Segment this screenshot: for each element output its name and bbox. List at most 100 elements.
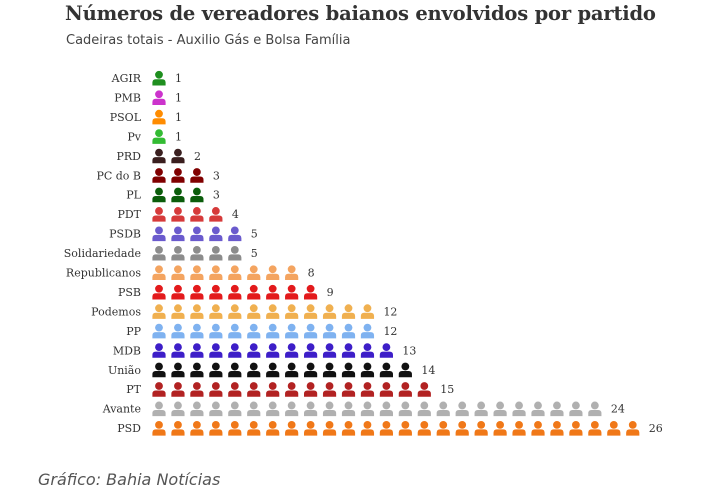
person-icon <box>398 401 412 417</box>
category-label: Pv <box>127 130 141 143</box>
person-icon <box>322 323 337 339</box>
person-icon <box>285 343 299 358</box>
person-icon <box>152 401 166 417</box>
person-icon <box>474 421 488 436</box>
value-label: 12 <box>383 305 397 318</box>
person-icon <box>266 265 280 280</box>
person-icon <box>190 362 204 378</box>
value-label: 1 <box>175 91 182 104</box>
person-icon <box>266 323 280 339</box>
person-icon <box>209 323 223 339</box>
person-icon <box>341 421 356 436</box>
person-icon <box>190 226 204 242</box>
person-icon <box>322 304 337 319</box>
person-icon <box>171 323 185 339</box>
person-icon <box>285 362 299 378</box>
person-icon <box>379 421 393 436</box>
value-label: 26 <box>649 422 663 435</box>
category-label: PL <box>126 189 141 202</box>
person-icon <box>209 265 223 280</box>
person-icon <box>360 362 375 378</box>
person-icon <box>171 207 185 222</box>
person-icon <box>417 421 431 436</box>
value-label: 2 <box>194 150 201 163</box>
person-icon <box>152 245 166 261</box>
value-label: 1 <box>175 72 182 85</box>
person-icon <box>228 343 242 358</box>
person-icon <box>304 304 318 319</box>
person-icon <box>209 401 223 417</box>
person-icon <box>379 382 393 397</box>
person-icon <box>190 207 204 222</box>
person-icon <box>455 421 469 436</box>
person-icon <box>171 421 185 436</box>
category-label: PSDB <box>109 228 141 241</box>
value-label: 24 <box>611 403 625 416</box>
person-icon <box>228 265 242 280</box>
person-icon <box>209 343 223 358</box>
person-icon <box>190 265 204 280</box>
person-icon <box>228 323 242 339</box>
value-label: 9 <box>327 286 334 299</box>
category-label: PSOL <box>110 111 142 124</box>
person-icon <box>304 343 318 358</box>
person-icon <box>493 421 507 436</box>
person-icon <box>569 401 583 417</box>
value-label: 15 <box>440 383 454 396</box>
person-icon <box>209 226 223 242</box>
category-label: União <box>108 364 141 377</box>
person-icon <box>626 421 640 436</box>
person-icon <box>228 226 242 242</box>
person-icon <box>247 304 261 319</box>
person-icon <box>322 362 337 378</box>
person-icon <box>152 109 166 125</box>
person-icon <box>322 382 337 397</box>
person-icon <box>247 401 261 417</box>
person-icon <box>379 343 393 358</box>
person-icon <box>171 401 185 417</box>
category-label: MDB <box>113 344 141 357</box>
person-icon <box>228 382 242 397</box>
person-icon <box>341 401 356 417</box>
person-icon <box>247 362 261 378</box>
person-icon <box>398 362 412 378</box>
person-icon <box>417 401 431 417</box>
person-icon <box>550 401 564 417</box>
person-icon <box>209 304 223 319</box>
category-label: PT <box>126 383 141 396</box>
person-icon <box>171 148 185 164</box>
person-icon <box>190 382 204 397</box>
person-icon <box>304 382 318 397</box>
person-icon <box>152 284 166 300</box>
person-icon <box>266 401 280 417</box>
person-icon <box>152 343 166 358</box>
category-label: Avante <box>102 403 141 416</box>
person-icon <box>171 226 185 242</box>
person-icon <box>266 304 280 319</box>
person-icon <box>190 323 204 339</box>
person-icon <box>285 323 299 339</box>
chart-subtitle: Cadeiras totais - Auxilio Gás e Bolsa Fa… <box>66 33 351 48</box>
person-icon <box>266 362 280 378</box>
person-icon <box>341 343 356 358</box>
value-label: 4 <box>232 208 239 221</box>
person-icon <box>171 187 185 203</box>
person-icon <box>531 401 545 417</box>
value-label: 1 <box>175 130 182 143</box>
person-icon <box>190 304 204 319</box>
person-icon <box>398 382 412 397</box>
person-icon <box>360 343 375 358</box>
chart-title: Números de vereadores baianos envolvidos… <box>65 2 656 25</box>
person-icon <box>190 343 204 358</box>
person-icon <box>493 401 507 417</box>
category-label: PDT <box>117 208 141 221</box>
person-icon <box>171 362 185 378</box>
value-label: 12 <box>383 325 397 338</box>
person-icon <box>398 421 412 436</box>
person-icon <box>322 421 337 436</box>
person-icon <box>247 421 261 436</box>
person-icon <box>171 304 185 319</box>
person-icon <box>588 401 602 417</box>
person-icon <box>228 245 242 261</box>
person-icon <box>341 304 356 319</box>
